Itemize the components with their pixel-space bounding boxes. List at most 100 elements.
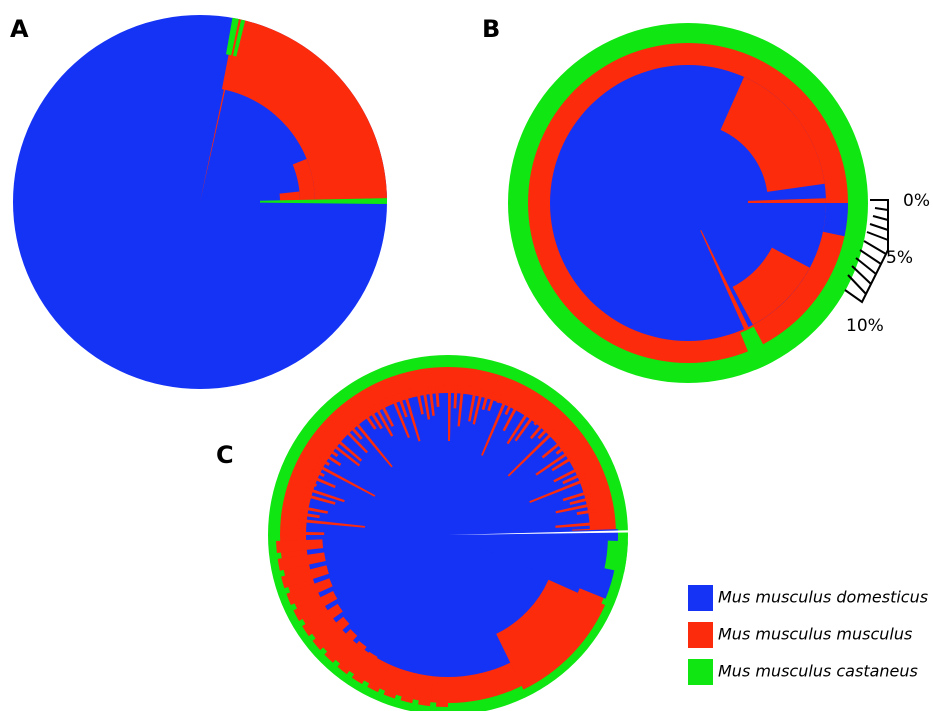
clade-sector	[221, 18, 387, 203]
clade-sector	[553, 433, 561, 441]
clade-sector	[453, 385, 458, 409]
clade-sector	[502, 401, 520, 432]
clade-sector	[367, 661, 390, 693]
clade-sector	[304, 486, 345, 503]
clade-sector	[396, 393, 408, 418]
clade-sector	[555, 443, 569, 455]
panel-label: A	[10, 15, 29, 43]
clade-sector	[448, 384, 452, 441]
panel-label: B	[482, 15, 500, 43]
clade-sector	[400, 674, 418, 704]
clade-sector	[604, 540, 628, 573]
clade-sector	[318, 457, 330, 466]
clade-sector	[481, 390, 490, 411]
clade-sector	[356, 414, 362, 419]
legend-label: Mus musculus domesticus	[718, 588, 928, 607]
clade-sector	[457, 385, 465, 427]
clade-sector	[367, 406, 383, 430]
legend-swatch	[688, 585, 713, 611]
clade-sector	[260, 198, 388, 204]
clade-sector	[481, 396, 509, 456]
clade-sector	[533, 416, 542, 426]
clade-sector	[300, 505, 328, 514]
clade-sector	[298, 525, 302, 529]
clade-sector	[520, 405, 526, 411]
clade-sector	[594, 515, 598, 519]
scale-label: 5%	[886, 248, 913, 268]
clade-sector	[383, 668, 404, 699]
clade-sector	[507, 428, 557, 477]
scale-ticks	[847, 207, 889, 295]
clade-sector	[551, 454, 577, 472]
clade-sector	[329, 441, 361, 467]
clade-sector	[408, 387, 413, 391]
clade-sector	[337, 640, 367, 675]
clade-sector	[297, 531, 325, 535]
clade-sector	[276, 539, 324, 553]
clade-sector	[514, 412, 537, 442]
clade-sector	[504, 399, 515, 416]
legend: Mus musculus domesticus Mus musculus musc…	[688, 585, 928, 685]
clade-sector	[468, 387, 478, 422]
clade-sector	[279, 191, 301, 202]
clade-sector	[823, 203, 849, 237]
clade-sector	[312, 616, 350, 651]
clade-sector	[720, 76, 825, 192]
clade-sector	[299, 512, 320, 519]
clade-sector	[472, 388, 484, 425]
clade-sector	[351, 418, 393, 468]
clade-sector	[535, 449, 573, 476]
clade-sector	[562, 489, 592, 502]
clade-sector	[286, 578, 333, 605]
clade-sector	[324, 629, 358, 663]
clade-sector	[418, 677, 433, 707]
clade-sector	[748, 198, 826, 203]
clade-sector	[529, 420, 547, 440]
clade-sector	[373, 403, 394, 437]
clade-sector	[434, 385, 440, 407]
clade-sector	[537, 424, 552, 440]
clade-sector	[298, 518, 366, 528]
clade-sector	[569, 496, 594, 505]
clade-sector	[436, 678, 448, 708]
clade-sector	[307, 480, 317, 487]
clade-sector	[740, 326, 773, 370]
phylo-drawings	[13, 15, 868, 711]
clade-sector	[496, 579, 606, 690]
clade-sector	[576, 509, 597, 515]
clade-sector	[303, 493, 336, 505]
clade-sector	[281, 565, 329, 589]
clade-sector	[309, 474, 336, 489]
clade-sector	[337, 431, 341, 435]
clade-sector	[325, 446, 339, 458]
clade-sector	[351, 651, 378, 684]
clade-sector	[277, 552, 326, 571]
legend-label: Mus musculus castaneus	[718, 662, 918, 681]
clade-sector	[529, 477, 588, 503]
scale-label: 10%	[846, 316, 884, 336]
clade-sector	[378, 400, 394, 427]
clade-sector	[293, 591, 338, 621]
clade-sector	[390, 395, 410, 439]
clade-sector	[467, 385, 471, 387]
clade-sector	[732, 247, 810, 325]
clade-sector	[506, 408, 532, 445]
clade-sector	[422, 386, 431, 420]
clade-sector	[562, 471, 586, 485]
clade-sector	[700, 230, 759, 350]
clade-sector	[496, 394, 503, 404]
legend-swatch	[688, 659, 713, 685]
clade-sector	[589, 483, 591, 487]
clade-sector	[575, 460, 580, 465]
clade-sector	[292, 158, 315, 202]
clade-sector	[346, 422, 363, 440]
clade-sector	[487, 391, 497, 412]
clade-sector	[448, 529, 619, 599]
clade-sector	[428, 385, 435, 416]
clade-sector	[415, 387, 424, 415]
clade-sector	[341, 426, 368, 454]
clade-sector	[541, 438, 565, 459]
clade-sector	[383, 396, 388, 400]
clade-sector	[441, 385, 445, 387]
clade-sector	[301, 499, 308, 504]
